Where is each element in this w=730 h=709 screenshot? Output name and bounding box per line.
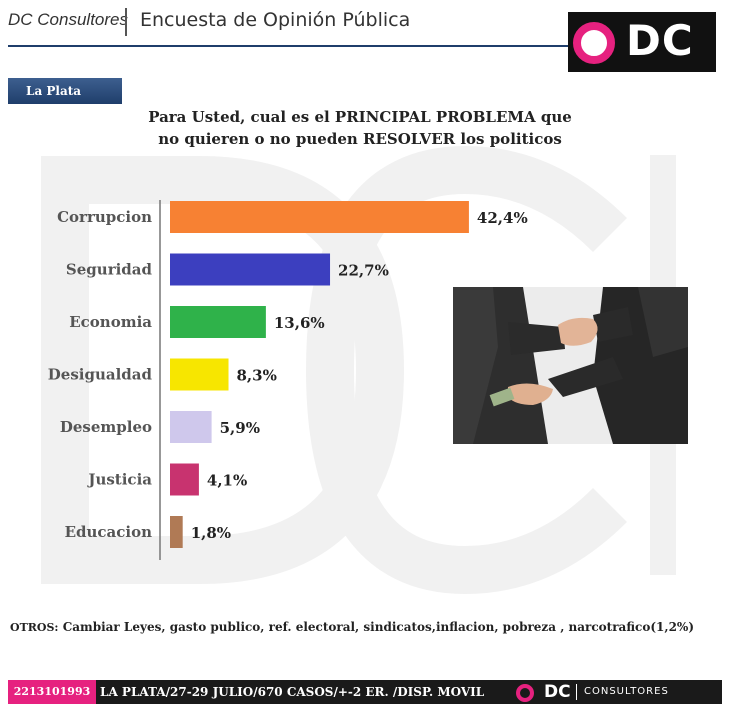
value-label-desempleo: 5,9% xyxy=(220,419,260,437)
value-label-seguridad: 22,7% xyxy=(338,262,389,280)
footer-brand-separator xyxy=(576,684,577,700)
others-footnote: OTROS: Cambiar Leyes, gasto publico, ref… xyxy=(10,620,694,634)
category-label-seguridad: Seguridad xyxy=(66,261,153,279)
value-label-educacion: 1,8% xyxy=(191,524,231,542)
value-label-corrupcion: 42,4% xyxy=(477,209,528,227)
footer-phone: 2213101993 xyxy=(8,680,96,704)
header-separator xyxy=(125,8,127,36)
bar-justicia xyxy=(170,463,199,496)
bar-seguridad xyxy=(170,253,331,286)
page-title: Encuesta de Opinión Pública xyxy=(140,9,411,31)
category-label-desempleo: Desempleo xyxy=(60,418,152,436)
category-label-justicia: Justicia xyxy=(86,471,152,489)
bar-economia xyxy=(170,306,266,338)
footer-info: LA PLATA/27-29 JULIO/670 CASOS/+-2 ER. /… xyxy=(100,685,485,699)
value-label-economia: 13,6% xyxy=(274,314,325,332)
footer-bar: 2213101993 LA PLATA/27-29 JULIO/670 CASO… xyxy=(8,680,722,704)
category-label-educacion: Educacion xyxy=(65,523,153,541)
category-label-desigualdad: Desigualdad xyxy=(48,366,153,384)
header-underline xyxy=(8,45,568,47)
bar-desempleo xyxy=(170,411,212,443)
odc-logo: DC xyxy=(568,12,716,72)
footer-brand: DC xyxy=(544,682,571,702)
category-label-corrupcion: Corrupcion xyxy=(57,208,152,226)
bar-desigualdad xyxy=(170,358,229,391)
footer-brand-sub: CONSULTORES xyxy=(584,686,669,697)
bar-educacion xyxy=(170,516,183,548)
question-line-1: Para Usted, cual es el PRINCIPAL PROBLEM… xyxy=(148,108,572,126)
chart-question: Para Usted, cual es el PRINCIPAL PROBLEM… xyxy=(100,106,620,150)
others-text: Cambiar Leyes, gasto publico, ref. elect… xyxy=(62,620,694,634)
value-label-justicia: 4,1% xyxy=(207,472,247,490)
header-brand: DC Consultores xyxy=(8,10,128,29)
region-tag: La Plata xyxy=(8,78,122,104)
bar-corrupcion xyxy=(170,201,469,233)
logo-text: DC xyxy=(626,16,694,65)
footer-logo-circle-icon xyxy=(516,684,534,702)
question-line-2: no quieren o no pueden RESOLVER los poli… xyxy=(158,130,562,148)
others-label: OTROS: xyxy=(10,621,59,634)
value-label-desigualdad: 8,3% xyxy=(237,367,277,385)
category-label-economia: Economia xyxy=(69,313,152,331)
bar-chart: Corrupcion 42,4% Seguridad 22,7% Economia 13,… xyxy=(48,200,528,560)
logo-circle-icon xyxy=(573,22,615,64)
handshake-photo xyxy=(453,287,688,444)
